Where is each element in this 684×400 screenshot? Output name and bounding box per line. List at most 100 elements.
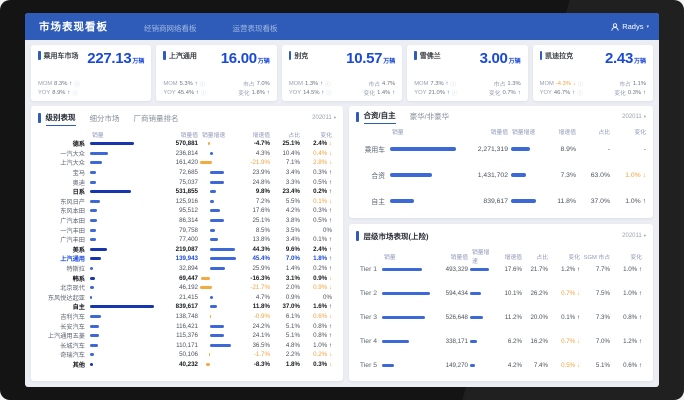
table-row[interactable]: Tier 3 526,648 11.2% 20.0% 0.1% ↑ 7.3% 0.8% ↑ xyxy=(356,305,646,329)
up-arrow-icon: ↑ xyxy=(67,89,71,96)
table-row[interactable]: 自主 839,617 11.8% 37.0% 1.0% ↑ xyxy=(356,188,646,214)
tab-1[interactable]: 豪华/非豪华 xyxy=(409,112,450,121)
sales-value: 110,171 xyxy=(176,341,198,349)
table-row[interactable]: 美系 219,087 44.3% 9.6% 2.4% ↑ xyxy=(38,245,336,255)
growth-value: 17.6% xyxy=(252,207,270,215)
column-header: 销量值 xyxy=(180,132,198,139)
table-row[interactable]: 奇瑞汽车 50,106 -1.7% 2.2% 0.2% ↓ xyxy=(38,350,336,360)
sales-bar-cell xyxy=(90,305,154,309)
table-row[interactable]: 上汽通用 139,943 45.4% 7.0% 1.8% ↑ xyxy=(38,254,336,264)
change-value: 0.7% ↓ xyxy=(561,289,580,297)
table-row[interactable]: 宝马 72,685 23.9% 3.4% 0.3% ↑ xyxy=(38,168,336,178)
tab-2[interactable]: 厂商销量排名 xyxy=(133,114,179,123)
tier-period-select[interactable]: 202011 ▾ xyxy=(622,233,646,239)
growth-bar-cell xyxy=(200,161,240,165)
kpi-value: 10.57万辆 xyxy=(346,50,396,67)
sales-bar-cell xyxy=(382,339,430,343)
kpi-card: 雪佛兰 3.00万辆 MOM 7.3% ↑ ⓘ YOY 21.0% ↑ ⓘ 市占 1.3% 变化 0.7%… xyxy=(407,45,528,101)
growth-value: 11.8% xyxy=(557,197,576,205)
accent-bar xyxy=(38,113,41,123)
sales-bar xyxy=(90,305,154,309)
sales-value: 531,855 xyxy=(175,188,198,196)
sales-value: 839,617 xyxy=(483,197,508,205)
table-row[interactable]: 广汽丰田 77,400 13.8% 3.4% 0.1% ↑ xyxy=(38,235,336,245)
nav-item[interactable]: 经销商网络看板 xyxy=(144,23,197,33)
growth-bar-cell xyxy=(470,363,494,367)
table-row[interactable]: 奥迪 75,037 24.8% 3.3% 0.5% ↑ xyxy=(38,177,336,187)
growth-bar xyxy=(201,276,211,280)
growth-bar-cell xyxy=(200,324,240,328)
table-row[interactable]: 日系 531,855 9.8% 23.4% 0.2% ↑ xyxy=(38,187,336,197)
tab-0[interactable]: 级别表现 xyxy=(45,112,76,126)
up-arrow-icon: ↑ xyxy=(637,361,642,369)
table-row[interactable]: Tier 5 149,270 4.2% 7.4% 0.5% ↓ 5.1% 0.6% ↑ xyxy=(356,353,646,377)
change-value: 0.5% ↑ xyxy=(313,217,332,225)
share-value: 63.0% xyxy=(590,171,610,179)
sales-bar xyxy=(90,295,92,299)
tab-1[interactable]: 细分市场 xyxy=(89,114,120,123)
sales-value: 115,376 xyxy=(176,332,198,340)
table-row[interactable]: Tier 4 338,171 6.2% 16.2% 0.7% ↓ 7.0% 1.2% ↑ xyxy=(356,329,646,353)
table-row[interactable]: Tier 2 594,434 10.1% 26.2% 0.7% ↓ 7.5% 1.0% ↑ xyxy=(356,281,646,305)
sales-bar xyxy=(90,238,96,242)
table-row[interactable]: 一汽大众 236,814 4.3% 10.4% 0.4% ↓ xyxy=(38,149,336,159)
sales-bar xyxy=(90,343,99,347)
up-arrow-icon: ↑ xyxy=(517,89,521,96)
growth-value: -0.9% xyxy=(253,312,270,320)
table-row[interactable]: 上汽通用五菱 115,376 24.1% 5.1% 0.8% ↑ xyxy=(38,331,336,341)
growth-value: 8.9% xyxy=(560,145,577,153)
user-menu[interactable]: Radys ▾ xyxy=(611,22,649,31)
table-row[interactable]: Tier 1 493,329 17.6% 21.7% 1.2% ↑ 7.7% 1.0% ↑ xyxy=(356,257,646,281)
change-value: 0.1% ↑ xyxy=(561,313,580,321)
table-row[interactable]: 北京现代 46,192 -21.7% 2.0% 0.9% ↓ xyxy=(38,283,336,293)
table-row[interactable]: 一汽丰田 79,758 8.5% 3.5% 0% xyxy=(38,225,336,235)
table-row[interactable]: 东风本田 95,512 17.6% 4.2% 0.3% ↑ xyxy=(38,206,336,216)
up-arrow-icon: ↑ xyxy=(327,255,332,263)
down-arrow-icon: ↓ xyxy=(327,351,332,359)
sales-bar-cell xyxy=(90,219,154,223)
left-period-select[interactable]: 202011 ▾ xyxy=(312,115,336,121)
joint-panel-head: 合资/自主 豪华/非豪华 202011 ▾ xyxy=(356,110,646,124)
table-row[interactable]: 德系 570,881 -4.7% 25.1% 2.4% ↓ xyxy=(38,139,336,149)
table-row[interactable]: 东风悦达起亚 21,415 4.7% 0.9% 0% xyxy=(38,293,336,303)
table-row[interactable]: 合资 1,431,702 7.3% 63.0% 1.0% ↓ xyxy=(356,162,646,188)
growth-bar-cell xyxy=(200,151,240,155)
table-row[interactable]: 特斯拉 32,894 25.9% 1.4% 0.2% ↑ xyxy=(38,264,336,274)
sales-bar xyxy=(382,315,425,319)
up-arrow-icon: ↑ xyxy=(320,80,324,87)
share-value: 23.4% xyxy=(282,188,300,196)
sales-bar xyxy=(382,339,410,343)
table-row[interactable]: 其他 40,232 -8.3% 1.8% 0.3% ↓ xyxy=(38,360,336,370)
change-value: 0.7% ↓ xyxy=(561,337,580,345)
sales-value: 338,171 xyxy=(445,337,468,345)
sales-bar xyxy=(90,334,99,338)
column-header: 销量增速 xyxy=(472,250,490,265)
up-arrow-icon: ↑ xyxy=(327,207,332,215)
nav-item[interactable]: 运营表现看板 xyxy=(232,23,278,33)
down-arrow-icon: ↓ xyxy=(327,140,332,148)
table-row[interactable]: 韩系 69,447 -16.3% 3.1% 0.9% ↓ xyxy=(38,273,336,283)
info-icon: ⓘ xyxy=(451,90,458,97)
joint-period-select[interactable]: 202011 ▾ xyxy=(622,114,646,120)
up-arrow-icon: ↑ xyxy=(327,245,332,253)
up-arrow-icon: ↑ xyxy=(445,80,449,87)
row-label: 自主 xyxy=(72,304,85,312)
tab-0[interactable]: 合资/自主 xyxy=(363,110,396,124)
table-row[interactable]: 吉利汽车 138,748 -0.9% 6.1% 0.6% ↓ xyxy=(38,312,336,322)
growth-bar xyxy=(210,343,231,347)
growth-value: 24.1% xyxy=(252,332,270,340)
table-row[interactable]: 广汽本田 86,314 25.1% 3.8% 0.5% ↑ xyxy=(38,216,336,226)
table-row[interactable]: 自主 839,617 11.8% 37.0% 1.6% ↑ xyxy=(38,302,336,312)
accent-bar xyxy=(38,51,41,60)
sales-bar-cell xyxy=(382,315,430,319)
table-row[interactable]: 长安汽车 116,421 24.2% 5.1% 0.8% ↑ xyxy=(38,321,336,331)
growth-value: 7.2% xyxy=(255,197,270,205)
table-row[interactable]: 上汽大众 161,420 -21.9% 7.1% 2.8% ↓ xyxy=(38,158,336,168)
table-row[interactable]: 长城汽车 110,171 36.5% 4.8% 1.0% ↑ xyxy=(38,340,336,350)
sales-bar xyxy=(90,161,103,165)
table-row[interactable]: 乘用车 2,271,319 8.9% - - xyxy=(356,136,646,162)
row-label: 一汽丰田 xyxy=(60,227,85,235)
table-row[interactable]: 东风日产 125,916 7.2% 5.5% 0.1% ↓ xyxy=(38,197,336,207)
share-value: 4.8% xyxy=(285,341,300,349)
kpi-metric: 变化 0.3% ↑ xyxy=(614,89,647,98)
